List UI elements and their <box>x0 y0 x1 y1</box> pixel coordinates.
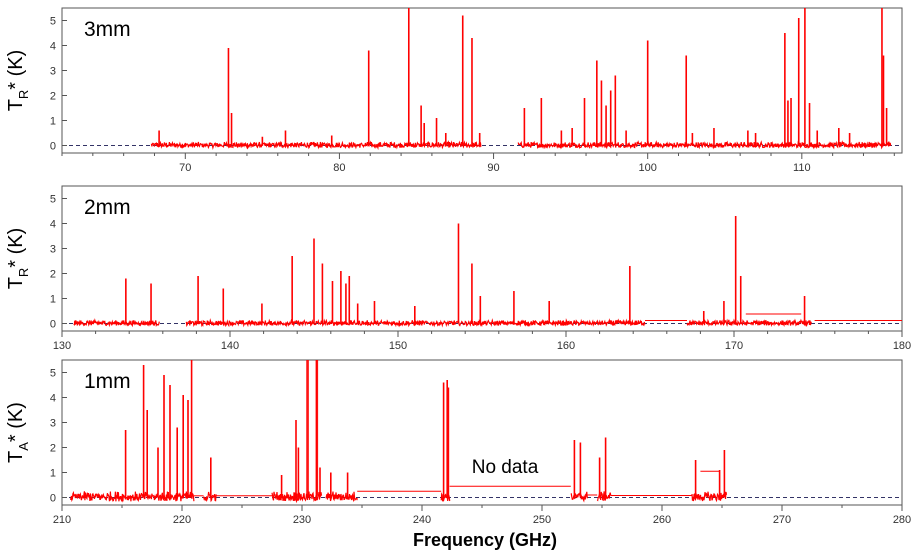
x-tick-label: 210 <box>53 514 71 526</box>
y-tick-label: 2 <box>50 91 56 103</box>
x-tick-label: 130 <box>53 340 71 352</box>
y-tick-label: 1 <box>50 468 56 480</box>
no-data-annotation: No data <box>472 457 539 478</box>
x-axis-label: Frequency (GHz) <box>413 530 557 550</box>
y-tick-label: 2 <box>50 443 56 455</box>
y-tick-label: 0 <box>50 493 56 505</box>
x-tick-label: 100 <box>639 162 657 174</box>
x-tick-label: 220 <box>173 514 191 526</box>
y-tick-label: 1 <box>50 294 56 306</box>
x-tick-label: 240 <box>413 514 431 526</box>
band-label: 2mm <box>84 196 131 219</box>
x-tick-label: 160 <box>557 340 575 352</box>
x-tick-label: 260 <box>653 514 671 526</box>
y-tick-label: 5 <box>50 194 56 206</box>
x-tick-label: 230 <box>293 514 311 526</box>
y-axis-label: TR* (K) <box>5 50 31 112</box>
x-tick-label: 270 <box>773 514 791 526</box>
y-tick-label: 4 <box>50 219 56 231</box>
x-tick-label: 170 <box>725 340 743 352</box>
y-tick-label: 2 <box>50 269 56 281</box>
y-tick-label: 3 <box>50 66 56 78</box>
band-label: 1mm <box>84 370 131 393</box>
x-tick-label: 150 <box>389 340 407 352</box>
x-tick-label: 80 <box>333 162 345 174</box>
plot-frame <box>62 186 902 331</box>
x-tick-label: 110 <box>793 162 811 174</box>
y-tick-label: 1 <box>50 116 56 128</box>
x-tick-label: 70 <box>179 162 191 174</box>
y-tick-label: 4 <box>50 393 56 405</box>
x-tick-label: 140 <box>221 340 239 352</box>
x-tick-label: 280 <box>893 514 911 526</box>
y-axis-label: TR* (K) <box>5 228 31 290</box>
y-axis-label: TA* (K) <box>5 402 31 463</box>
y-tick-label: 3 <box>50 418 56 430</box>
y-tick-label: 4 <box>50 41 56 53</box>
x-tick-label: 180 <box>893 340 911 352</box>
y-tick-label: 3 <box>50 244 56 256</box>
panel-2mm: 0 1 2 3 4 5 130 140 150 160 170 180 TR* (K) 2mm <box>5 186 911 352</box>
band-label: 3mm <box>84 18 131 41</box>
plot-frame <box>62 8 902 153</box>
y-tick-label: 5 <box>50 16 56 28</box>
y-tick-label: 0 <box>50 141 56 153</box>
panel-3mm: 0 1 2 3 4 5 70 80 90 100 110 TR* (K) 3mm <box>5 8 902 174</box>
panel-1mm: 0 1 2 3 4 5 210 220 230 240 250 260 270 280 TA* (K) 1mm… <box>5 360 911 526</box>
x-tick-label: 90 <box>487 162 499 174</box>
x-tick-label: 250 <box>533 514 551 526</box>
y-tick-label: 0 <box>50 319 56 331</box>
y-tick-label: 5 <box>50 368 56 380</box>
